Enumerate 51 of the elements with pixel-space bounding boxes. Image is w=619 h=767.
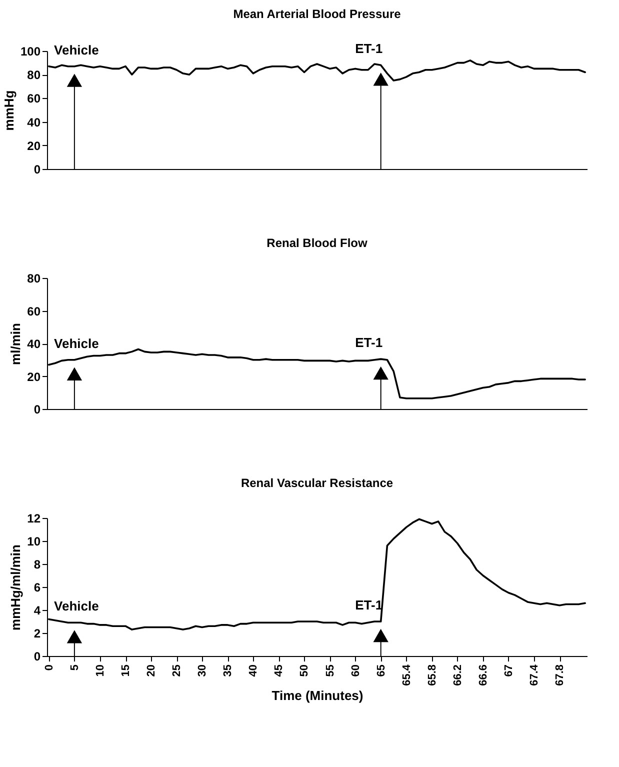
y-tick-label: 6	[34, 580, 41, 594]
y-axis-title: mmHg/ml/min	[8, 544, 24, 630]
y-tick-label: 0	[34, 402, 41, 416]
x-tick-label: 67.4	[528, 664, 541, 686]
x-tick-label: 25	[171, 664, 184, 677]
x-tick-label: 30	[196, 664, 209, 677]
x-tick-label: 67.8	[554, 664, 566, 686]
x-tick-label: 40	[248, 664, 260, 677]
annotation: ET-1	[355, 41, 383, 56]
x-tick-label: 0	[43, 664, 56, 671]
chart-title: Renal Vascular Resistance	[240, 476, 394, 490]
x-tick-label: 45	[273, 664, 286, 677]
y-tick-label: 10	[27, 534, 41, 548]
x-axis-title: Time (Minutes)	[272, 688, 364, 703]
y-tick-label: 60	[27, 304, 41, 318]
y-tick-label: 2	[34, 626, 41, 640]
x-tick-label: 65	[375, 664, 388, 677]
y-tick-label: 4	[34, 604, 41, 618]
chart-title: Mean Arterial Blood Pressure	[233, 7, 402, 22]
x-tick-label: 66.6	[477, 664, 490, 686]
annotation: ET-1	[355, 335, 383, 350]
x-tick-label: 10	[94, 664, 106, 677]
x-tick-label: 50	[298, 664, 311, 677]
y-tick-label: 40	[27, 115, 41, 130]
x-tick-label: 67	[502, 664, 515, 677]
annotation: Vehicle	[54, 42, 99, 58]
y-tick-label: 60	[27, 92, 41, 106]
x-tick-label: 66.2	[452, 664, 464, 686]
annotation: Vehicle	[54, 598, 99, 614]
x-tick-label: 60	[350, 664, 362, 677]
y-axis-title: ml/min	[8, 323, 24, 365]
y-tick-label: 80	[27, 272, 41, 286]
chart-title: Renal Blood Flow	[266, 236, 368, 250]
y-tick-label: 20	[27, 370, 41, 384]
y-tick-label: 80	[27, 68, 41, 82]
y-tick-label: 100	[20, 44, 41, 58]
annotation: ET-1	[355, 598, 383, 612]
x-tick-label: 15	[120, 664, 132, 677]
x-tick-label: 55	[324, 664, 336, 677]
x-tick-label: 20	[146, 664, 158, 677]
annotation: Vehicle	[54, 336, 99, 351]
x-tick-label: 35	[222, 664, 234, 677]
y-tick-label: 12	[27, 512, 41, 526]
x-tick-label: 65.8	[426, 664, 438, 686]
y-tick-label: 8	[34, 558, 41, 572]
y-tick-label: 20	[27, 138, 41, 153]
y-tick-label: 0	[34, 162, 41, 176]
y-tick-label: 40	[27, 337, 41, 351]
x-tick-label: 65.4	[400, 664, 413, 686]
x-tick-label: 5	[68, 664, 81, 671]
y-axis-title: mmHg	[1, 90, 16, 131]
